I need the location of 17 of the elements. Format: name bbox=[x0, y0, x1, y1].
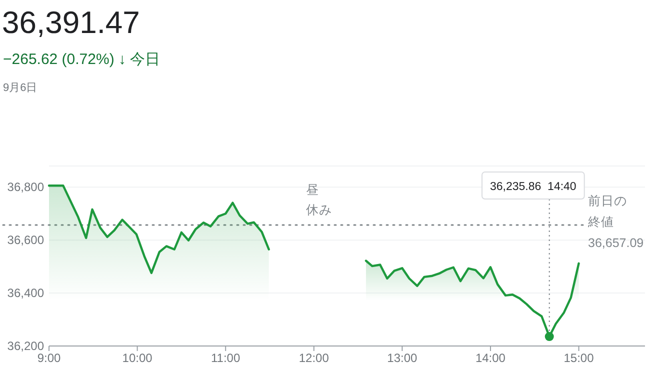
x-tick-label: 15:00 bbox=[564, 351, 594, 365]
chart-title: 36,391.47 bbox=[2, 5, 140, 40]
annotation: 36,235.86 14:40 bbox=[490, 181, 576, 193]
x-tick-label: 13:00 bbox=[387, 351, 418, 365]
y-tick-label: 36,400 bbox=[7, 286, 44, 300]
y-tick-label: 36,800 bbox=[7, 180, 44, 194]
chart-subtitle: −265.62 (0.72%) ↓ 今日 bbox=[3, 51, 160, 68]
ref-line-label: 前日の終値 36,657.09 bbox=[588, 194, 644, 250]
y-tick-label: 36,200 bbox=[7, 339, 44, 353]
x-tick-label: 11:00 bbox=[211, 351, 240, 365]
annotation: 昼休み bbox=[306, 182, 332, 217]
text: 9月6日 bbox=[3, 82, 38, 94]
x-tick-label: 10:00 bbox=[122, 351, 153, 365]
x-tick-label: 14:00 bbox=[475, 351, 506, 365]
x-tick-label: 12:00 bbox=[298, 351, 330, 365]
x-tick-label: 9:00 bbox=[37, 351, 61, 365]
y-tick-label: 36,600 bbox=[7, 233, 44, 248]
